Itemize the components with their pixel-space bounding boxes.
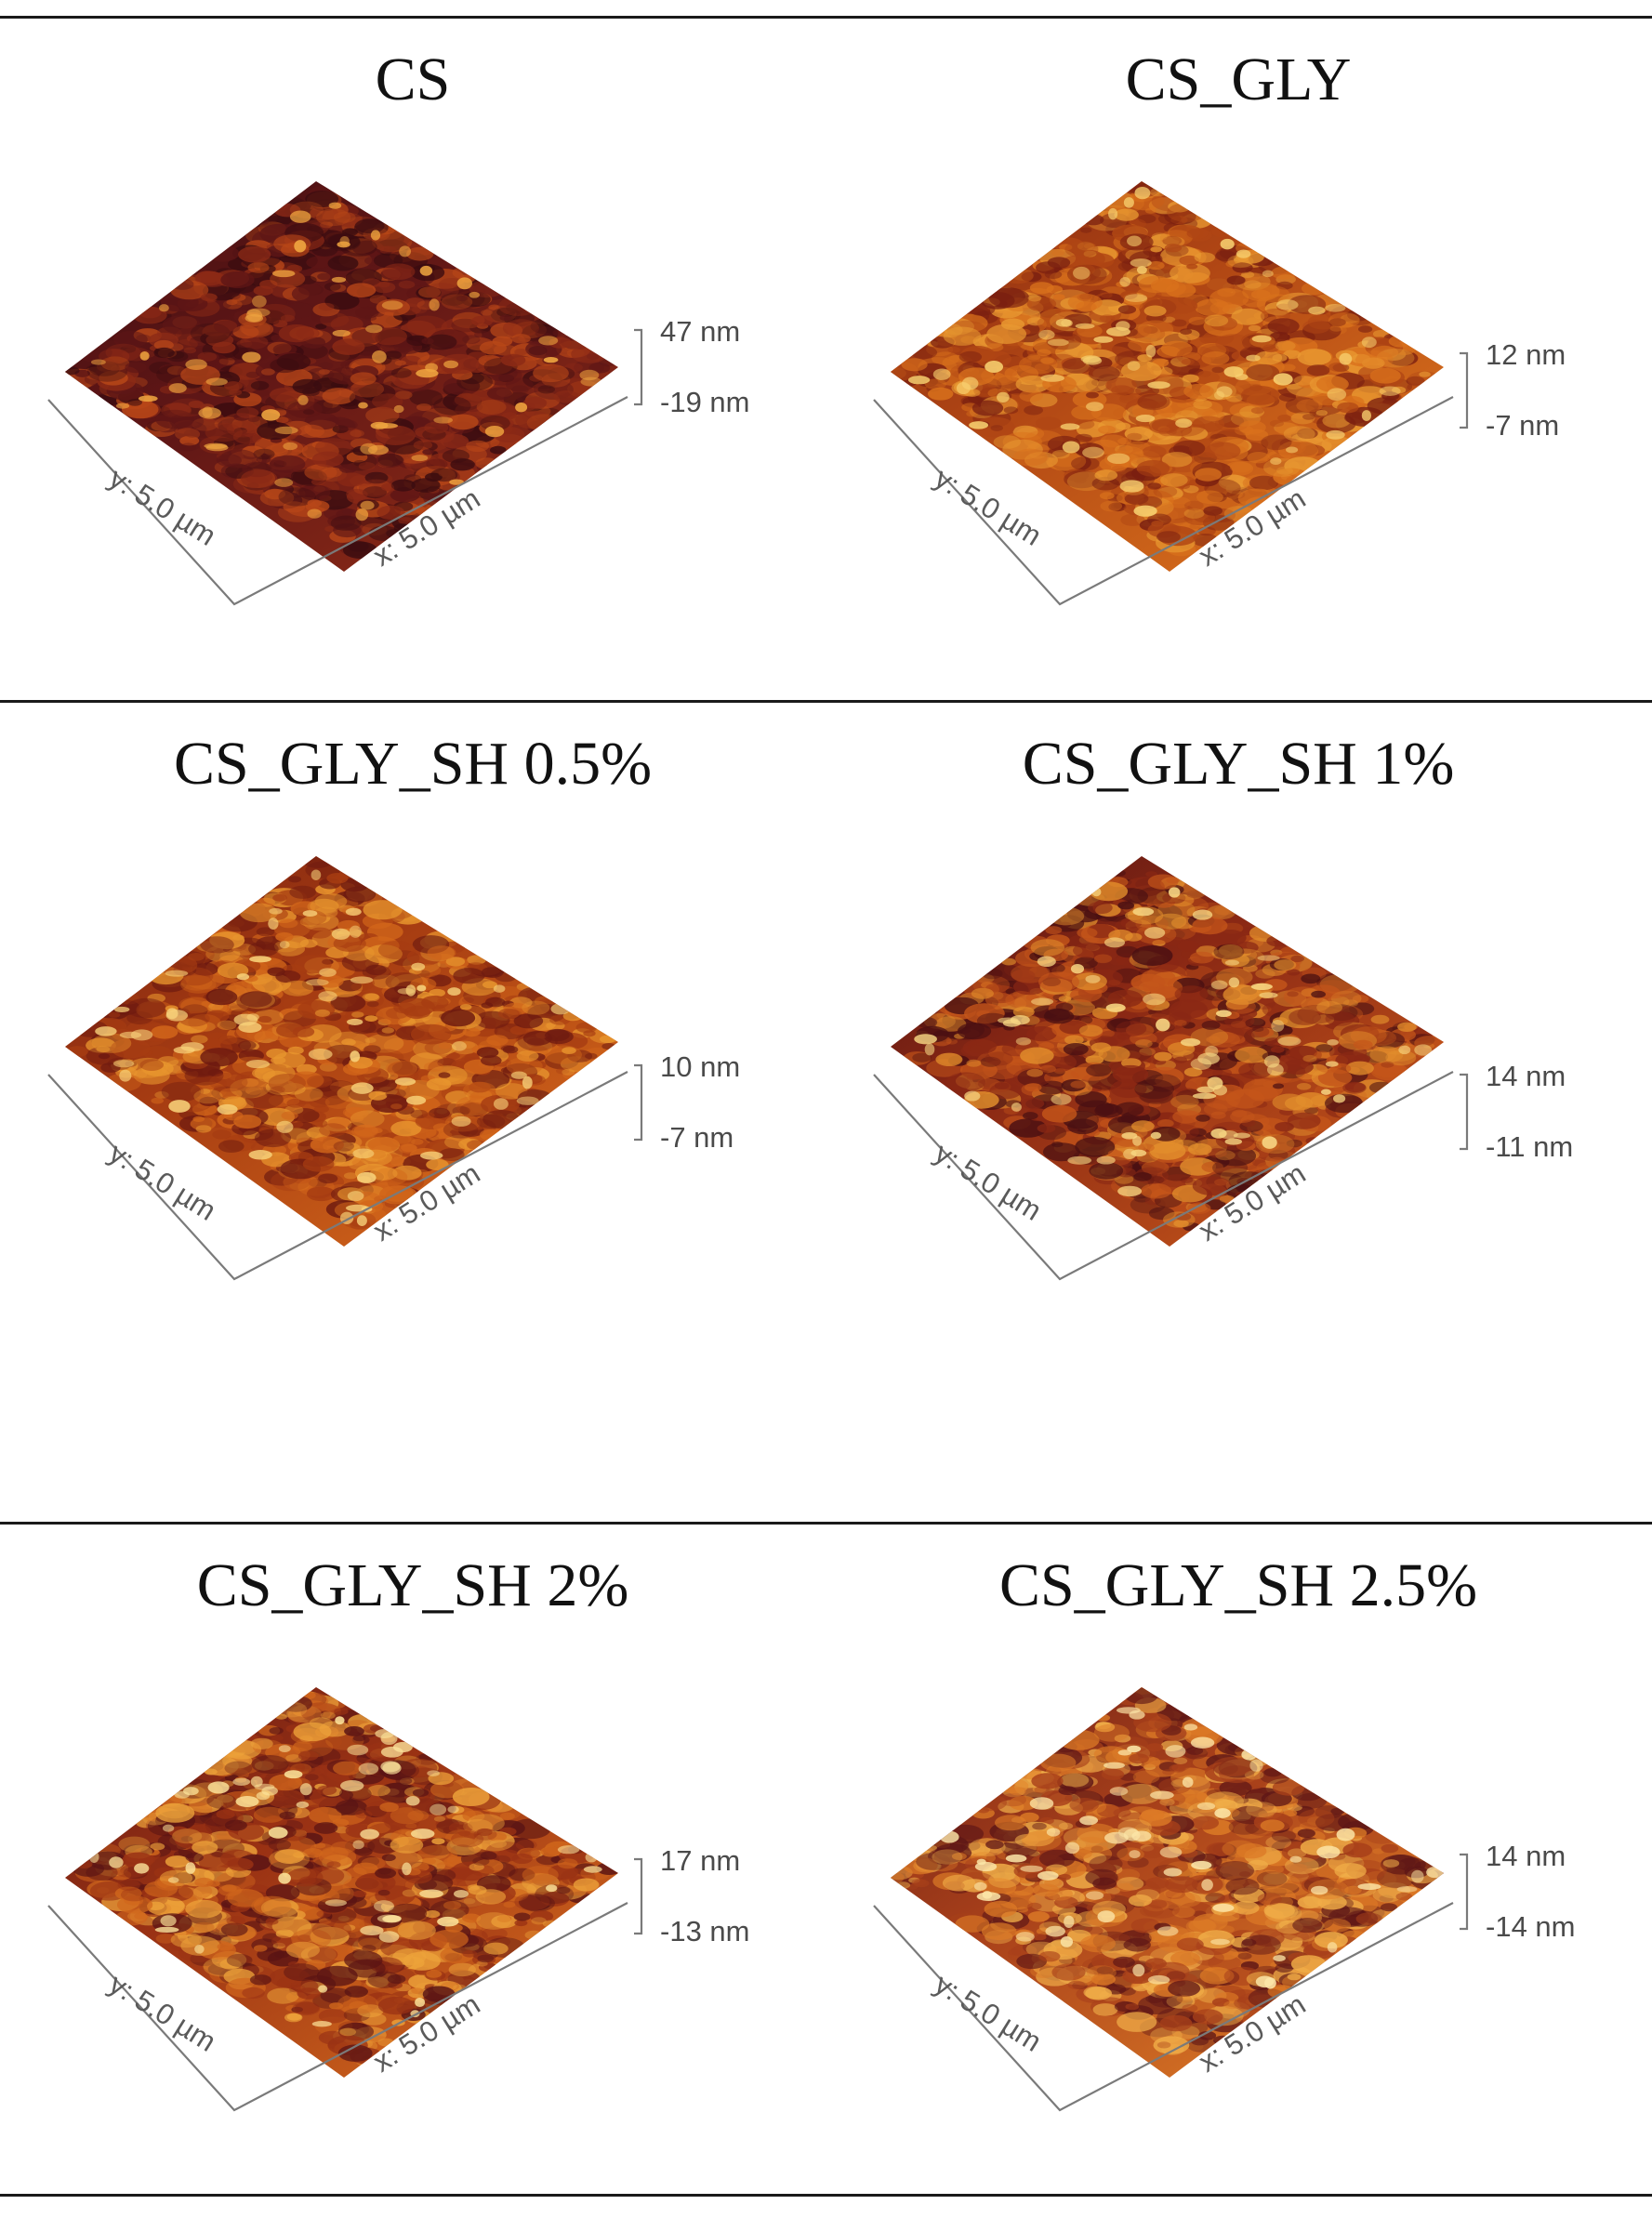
- y-axis-label: y: 5.0 µm: [929, 461, 1047, 552]
- z-max-label: 14 nm: [1486, 1840, 1566, 1872]
- y-axis-label: y: 5.0 µm: [929, 1136, 1047, 1227]
- z-scale-bar: [1460, 353, 1467, 428]
- z-max-label: 47 nm: [660, 315, 740, 348]
- panel-title: CS_GLY_SH 2.5%: [826, 1551, 1651, 1621]
- z-max-label: 14 nm: [1486, 1060, 1566, 1092]
- y-axis-label: y: 5.0 µm: [929, 1967, 1047, 2058]
- height-map: [0, 149, 826, 725]
- z-max-label: 17 nm: [660, 1844, 740, 1877]
- z-min-label: -11 nm: [1486, 1130, 1573, 1163]
- height-map: [826, 824, 1651, 1400]
- z-min-label: -7 nm: [660, 1121, 733, 1154]
- z-min-label: -19 nm: [660, 386, 749, 418]
- panel-title: CS_GLY_SH 0.5%: [0, 729, 826, 799]
- z-scale-bar: [634, 1065, 641, 1140]
- panel-title: CS_GLY: [826, 45, 1651, 115]
- z-scale-bar: [634, 330, 641, 404]
- y-axis-label: y: 5.0 µm: [103, 1136, 221, 1227]
- z-min-label: -13 nm: [660, 1915, 749, 1947]
- z-max-label: 12 nm: [1486, 338, 1566, 371]
- panel-title: CS: [0, 45, 826, 115]
- panel-title: CS_GLY_SH 1%: [826, 729, 1651, 799]
- z-scale-bar: [1460, 1855, 1467, 1929]
- z-max-label: 10 nm: [660, 1050, 740, 1083]
- height-map: [826, 1655, 1651, 2231]
- z-min-label: -14 nm: [1486, 1910, 1575, 1943]
- z-scale-bar: [1460, 1075, 1467, 1149]
- panel-title: CS_GLY_SH 2%: [0, 1551, 826, 1621]
- z-min-label: -7 nm: [1486, 409, 1559, 442]
- y-axis-label: y: 5.0 µm: [103, 1967, 221, 2058]
- height-map: [0, 824, 826, 1400]
- y-axis-label: y: 5.0 µm: [103, 461, 221, 552]
- z-scale-bar: [634, 1859, 641, 1934]
